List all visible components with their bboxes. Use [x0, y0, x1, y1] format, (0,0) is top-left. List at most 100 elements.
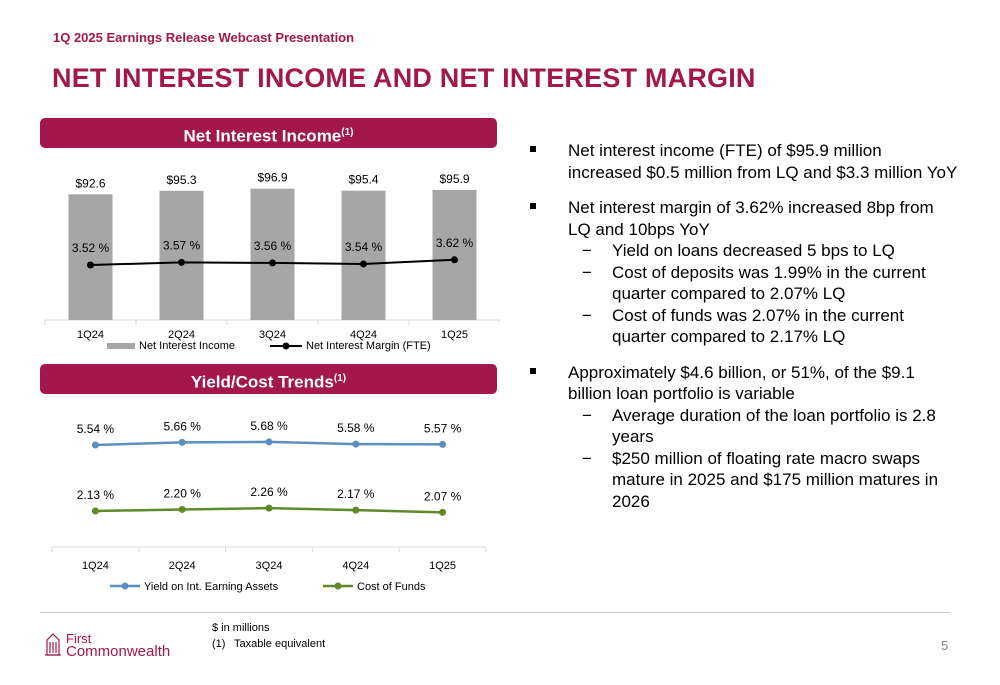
dash-marker: − [582, 448, 592, 468]
sub-bullet-text: Average duration of the loan portfolio i… [612, 405, 936, 447]
nii-bar [250, 188, 295, 320]
nii-bar [159, 190, 204, 320]
bullet-loans: Approximately $4.6 billion, or 51%, of t… [530, 362, 960, 405]
nim-point [87, 261, 94, 269]
sub-bullet: − Yield on loans decreased 5 bps to LQ [530, 240, 960, 262]
nim-label: 3.54 % [345, 240, 383, 254]
first-commonwealth-logo: First Commonwealth [45, 631, 170, 658]
sub-bullet: − Average duration of the loan portfolio … [530, 405, 960, 448]
nii-bar-label: $95.3 [166, 173, 196, 187]
footnote-number: (1) [212, 638, 226, 650]
yield-point [91, 441, 99, 449]
cost-label: 2.07 % [424, 489, 462, 503]
nii-bar-label: $96.9 [257, 171, 287, 185]
bullet-marker [530, 367, 536, 374]
cost-label: 2.13 % [77, 488, 115, 502]
yield-point [178, 438, 186, 446]
nim-point [451, 256, 458, 264]
sub-bullet: − Cost of funds was 2.07% in the current … [530, 305, 960, 348]
bullet-nim: Net interest margin of 3.62% increased 8… [530, 197, 960, 240]
presentation-subtitle: 1Q 2025 Earnings Release Webcast Present… [53, 30, 355, 45]
legend-marker-yield [121, 582, 129, 590]
x-tick-label: 1Q25 [441, 329, 468, 341]
x-tick-label: 3Q24 [256, 560, 283, 572]
sub-bullet-text: $250 million of floating rate macro swap… [612, 448, 939, 511]
cost-label: 2.20 % [164, 486, 202, 500]
legend-marker-cost [334, 582, 342, 590]
dash-marker: − [582, 262, 592, 282]
dash-marker: − [582, 241, 592, 260]
bullet-nii: Net interest income (FTE) of $95.9 milli… [530, 140, 960, 183]
bullet-text: Net interest income (FTE) of $95.9 milli… [568, 141, 958, 182]
bullet-text: Net interest margin of 3.62% increased 8… [568, 198, 934, 239]
yield-cost-chart: 5.54 % 5.66 % 5.68 % 5.58 % 5.57 % 2.13 % 2.20… [51, 419, 487, 593]
x-tick-label: 3Q24 [259, 329, 286, 341]
sub-bullet-text: Yield on loans decreased 5 bps to LQ [612, 241, 895, 260]
nii-bar-label: $92.6 [75, 176, 105, 190]
nim-point [269, 259, 276, 267]
yield-label: 5.58 % [337, 421, 375, 435]
footnote-text: Taxable equivalent [234, 638, 326, 650]
nim-label: 3.52 % [72, 241, 110, 255]
cost-point [91, 507, 99, 515]
bullet-marker [530, 146, 536, 152]
logo-wordmark-bottom: Commonwealth [66, 643, 170, 658]
legend-swatch-nii [107, 343, 135, 349]
nii-bar [68, 194, 113, 320]
nim-label: 3.56 % [254, 239, 292, 253]
x-tick-label: 1Q25 [429, 560, 456, 572]
cost-label: 2.26 % [250, 485, 288, 499]
commentary-bullets: Net interest income (FTE) of $95.9 milli… [530, 140, 960, 512]
legend-label-yield: Yield on Int. Earning Assets [144, 581, 279, 593]
cost-point [352, 506, 360, 514]
cost-point [265, 504, 273, 512]
legend-label-cost: Cost of Funds [357, 581, 426, 593]
x-tick-label: 1Q24 [82, 560, 109, 572]
yield-point [352, 440, 360, 448]
sub-bullet: − Cost of deposits was 1.99% in the curre… [530, 262, 960, 305]
bullet-marker [530, 203, 536, 209]
yield-label: 5.66 % [164, 419, 202, 433]
yield-point [439, 440, 447, 448]
cost-label: 2.17 % [337, 487, 375, 501]
nii-chart: $92.6 1Q24 $95.3 2Q24 $96.9 3Q24 $95.4 4Q24 $95.… [44, 171, 500, 352]
legend-label-nim: Net Interest Margin (FTE) [306, 340, 431, 352]
nim-label: 3.62 % [436, 236, 474, 250]
footnote-units: $ in millions [212, 622, 270, 634]
x-tick-label: 2Q24 [168, 329, 195, 341]
sub-bullet-text: Cost of deposits was 1.99% in the curren… [612, 262, 926, 304]
nii-bar [341, 190, 386, 320]
x-tick-label: 4Q24 [342, 560, 369, 572]
dash-marker: − [582, 305, 592, 325]
nim-label: 3.57 % [163, 238, 201, 252]
nii-banner: Net Interest Income(1) [40, 118, 497, 148]
yield-banner-footnote: (1) [333, 373, 347, 384]
legend-marker-nim [282, 342, 290, 350]
nii-banner-footnote: (1) [341, 127, 354, 138]
yield-banner: Yield/Cost Trends(1) [40, 364, 497, 394]
nii-bar-label: $95.4 [348, 173, 378, 187]
nim-point [360, 260, 367, 268]
footer-divider [40, 612, 950, 613]
nii-banner-label: Net Interest Income [183, 126, 342, 146]
yield-label: 5.54 % [77, 422, 115, 436]
logo-wordmark-top: First [66, 631, 92, 646]
yield-point [265, 438, 273, 446]
cost-point [439, 508, 447, 516]
sub-bullet: − $250 million of floating rate macro swa… [530, 448, 960, 513]
yield-label: 5.57 % [424, 421, 462, 435]
footnotes: $ in millions (1) Taxable equivalent [212, 620, 325, 652]
nim-point [178, 258, 185, 266]
x-tick-label: 1Q24 [77, 329, 104, 341]
page-title: NET INTEREST INCOME AND NET INTEREST MAR… [52, 63, 756, 93]
page-number: 5 [941, 638, 949, 653]
yield-banner-label: Yield/Cost Trends [190, 372, 334, 392]
nii-bar-label: $95.9 [439, 172, 469, 186]
sub-bullet-text: Cost of funds was 2.07% in the current q… [612, 305, 904, 347]
bullet-text: Approximately $4.6 billion, or 51%, of t… [568, 362, 915, 404]
x-tick-label: 2Q24 [169, 560, 196, 572]
nii-bar [432, 190, 477, 320]
cost-point [178, 505, 186, 513]
x-tick-label: 4Q24 [350, 329, 377, 341]
footnote-1: (1) Taxable equivalent [212, 636, 325, 652]
